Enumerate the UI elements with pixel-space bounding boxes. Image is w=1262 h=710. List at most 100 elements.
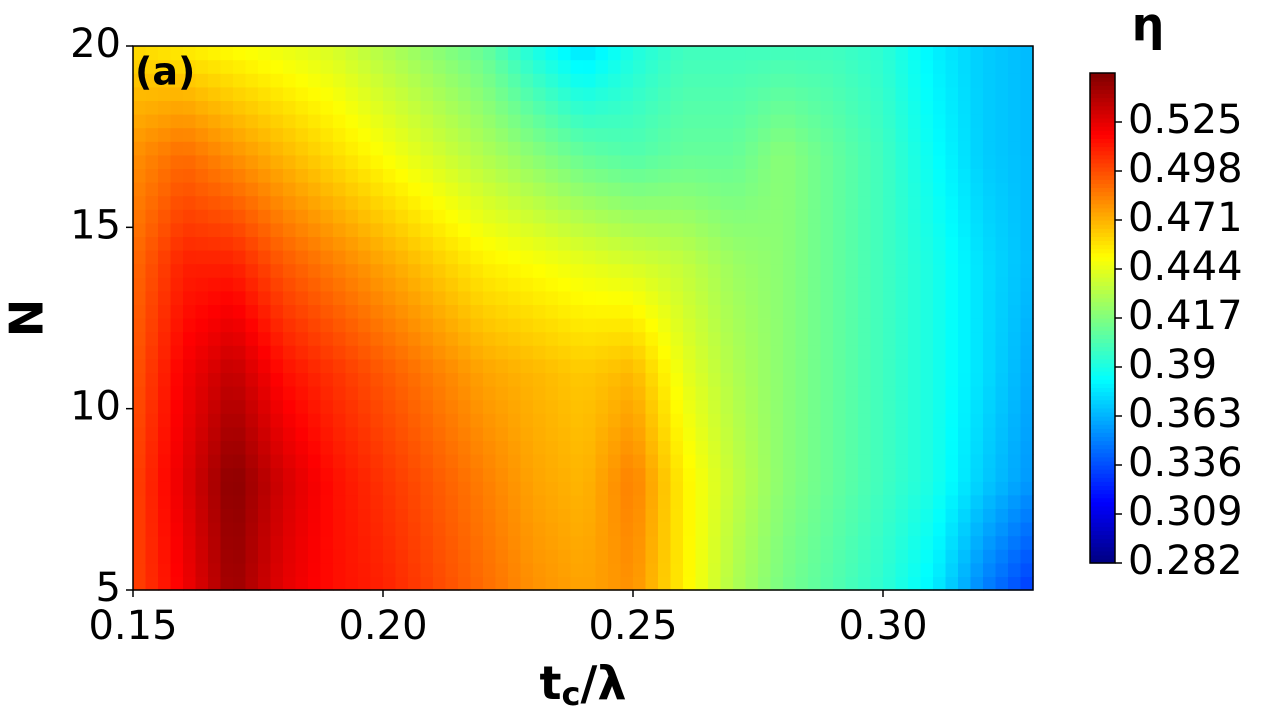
contour-cell (458, 73, 472, 88)
contour-cell (308, 182, 322, 197)
contour-cell (558, 86, 572, 101)
contour-cell (933, 46, 947, 61)
contour-cell (320, 467, 334, 482)
contour-cell (533, 494, 547, 509)
contour-cell (170, 535, 184, 550)
contour-cell (408, 168, 422, 183)
contour-cell (345, 290, 359, 305)
contour-cell (495, 318, 509, 333)
contour-cell (145, 114, 159, 129)
contour-cell (595, 141, 609, 156)
contour-cell (195, 549, 209, 564)
contour-cell (245, 494, 259, 509)
contour-cell (933, 481, 947, 496)
contour-cell (808, 182, 822, 197)
contour-cell (533, 318, 547, 333)
contour-cell (820, 358, 834, 373)
contour-cell (858, 494, 872, 509)
colorbar-segment (1090, 236, 1115, 242)
contour-cell (983, 535, 997, 550)
contour-cell (1020, 195, 1034, 210)
contour-cell (470, 86, 484, 101)
contour-cell (795, 508, 809, 523)
contour-cell (333, 168, 347, 183)
contour-cell (295, 549, 309, 564)
contour-cell (933, 386, 947, 401)
contour-cell (970, 535, 984, 550)
contour-cell (420, 86, 434, 101)
contour-cell (133, 318, 147, 333)
contour-cell (220, 426, 234, 441)
contour-cell (220, 576, 234, 591)
contour-cell (220, 481, 234, 496)
contour-cell (595, 290, 609, 305)
contour-cell (620, 263, 634, 278)
contour-cell (458, 250, 472, 265)
contour-cell (570, 372, 584, 387)
contour-cell (208, 73, 222, 88)
contour-cell (333, 331, 347, 346)
colorbar-segment (1090, 277, 1115, 282)
contour-cell (958, 290, 972, 305)
contour-cell (483, 168, 497, 183)
contour-cell (258, 426, 272, 441)
contour-cell (520, 576, 534, 591)
contour-cell (220, 358, 234, 373)
contour-cell (270, 304, 284, 319)
contour-cell (708, 481, 722, 496)
contour-cell (495, 508, 509, 523)
contour-cell (445, 304, 459, 319)
contour-cell (520, 358, 534, 373)
contour-cell (1008, 413, 1022, 428)
contour-cell (633, 467, 647, 482)
contour-cell (308, 154, 322, 169)
contour-cell (683, 141, 697, 156)
colorbar-segment (1090, 334, 1115, 340)
contour-cell (370, 318, 384, 333)
contour-cell (295, 59, 309, 74)
contour-cell (795, 86, 809, 101)
contour-cell (995, 73, 1009, 88)
contour-cell (270, 494, 284, 509)
contour-cell (945, 426, 959, 441)
contour-cell (170, 263, 184, 278)
contour-cell (1008, 331, 1022, 346)
contour-cell (533, 195, 547, 210)
contour-cell (270, 182, 284, 197)
contour-cell (583, 209, 597, 224)
contour-cell (483, 263, 497, 278)
contour-cell (1008, 209, 1022, 224)
contour-cell (370, 100, 384, 115)
colorbar-segment (1090, 97, 1115, 103)
contour-cell (583, 345, 597, 360)
contour-cell (258, 46, 272, 61)
contour-cell (458, 522, 472, 537)
contour-cell (633, 454, 647, 469)
contour-cell (545, 508, 559, 523)
contour-cell (608, 236, 622, 251)
contour-cell (620, 141, 634, 156)
contour-cell (908, 399, 922, 414)
contour-cell (383, 494, 397, 509)
contour-cell (270, 236, 284, 251)
contour-cell (320, 413, 334, 428)
contour-cell (345, 372, 359, 387)
contour-cell (683, 481, 697, 496)
contour-cell (208, 481, 222, 496)
contour-cell (495, 345, 509, 360)
contour-cell (970, 454, 984, 469)
contour-cell (220, 46, 234, 61)
contour-cell (395, 576, 409, 591)
contour-cell (720, 494, 734, 509)
colorbar-tick-label: 0.525 (1128, 97, 1243, 143)
contour-cell (333, 222, 347, 237)
contour-cell (245, 114, 259, 129)
contour-cell (970, 494, 984, 509)
contour-cell (745, 127, 759, 142)
contour-cell (133, 100, 147, 115)
contour-cell (295, 209, 309, 224)
contour-cell (220, 182, 234, 197)
contour-cell (795, 372, 809, 387)
contour-cell (733, 168, 747, 183)
contour-cell (645, 182, 659, 197)
